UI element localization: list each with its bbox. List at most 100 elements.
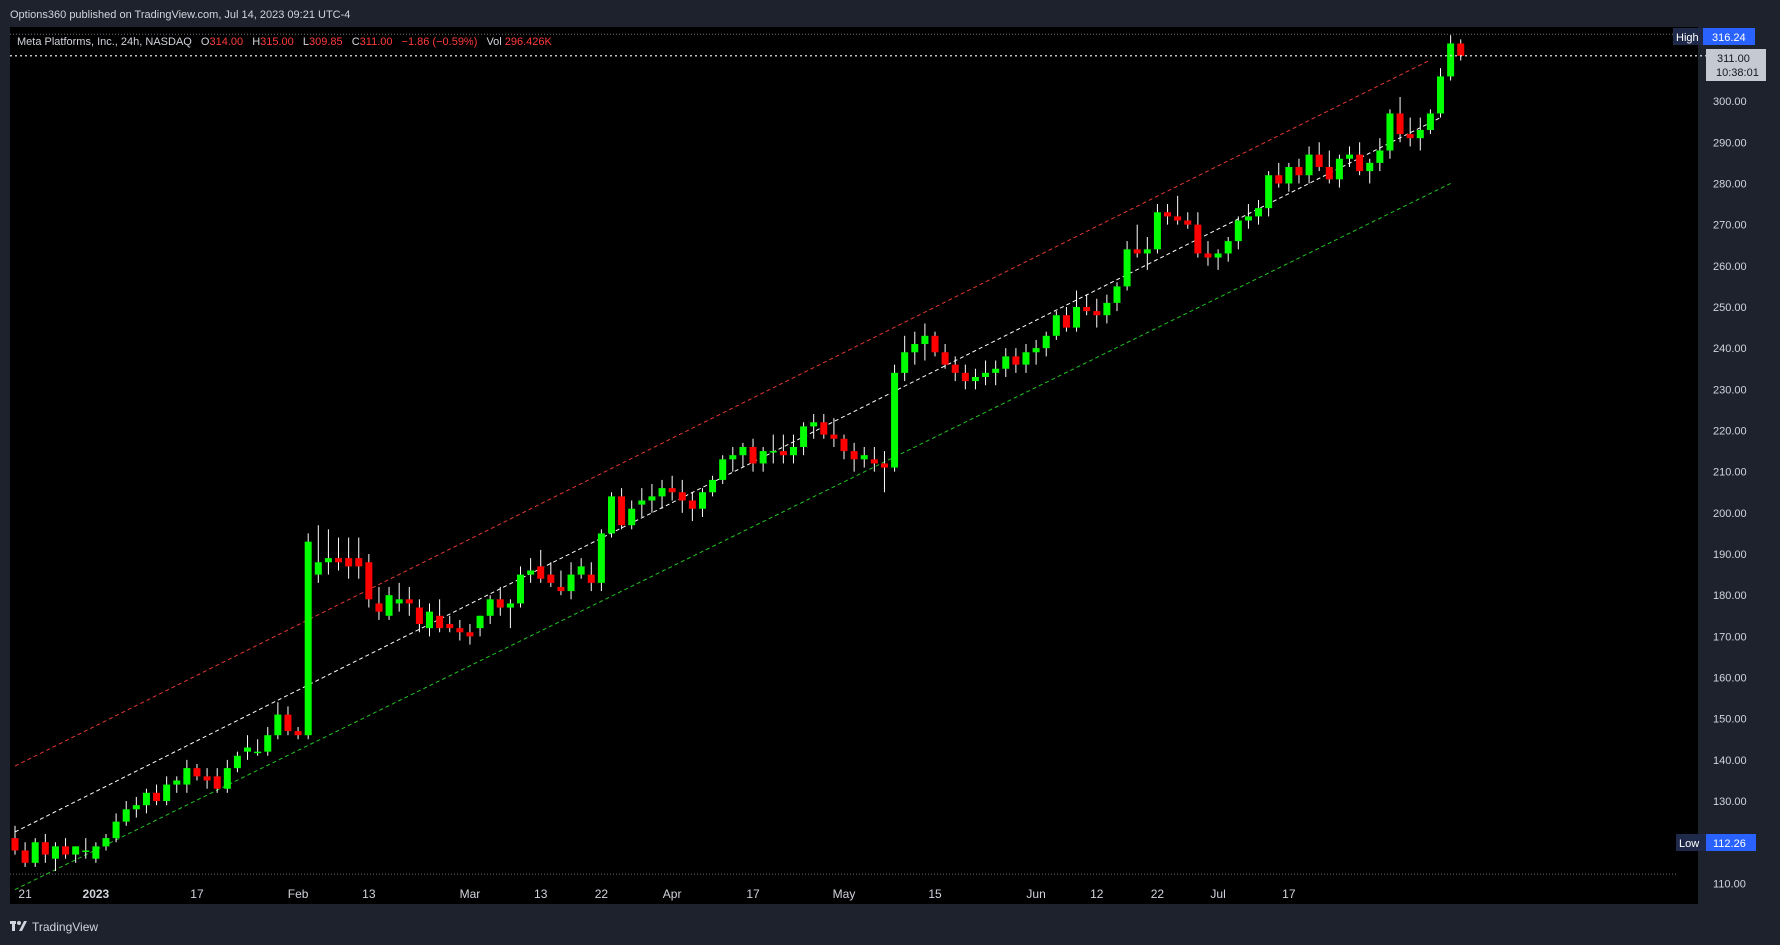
candle-body	[1042, 335, 1050, 349]
candle	[264, 726, 272, 756]
channel-upper-line	[14, 59, 1431, 767]
candle-body	[385, 595, 393, 616]
time-tick-label: May	[833, 887, 856, 901]
price-tick-label: 110.00	[1713, 878, 1746, 890]
candle-body	[648, 496, 656, 501]
legend-open-label: O	[201, 36, 210, 48]
candle	[1174, 195, 1182, 225]
candle	[992, 360, 1000, 386]
tradingview-brand-label: TradingView	[32, 920, 98, 934]
candle-body	[506, 603, 514, 608]
candle	[274, 702, 282, 740]
candle-body	[132, 805, 140, 810]
candle-body	[375, 603, 383, 612]
symbol-legend[interactable]: Meta Platforms, Inc., 24h, NASDAQ O314.0…	[17, 36, 553, 48]
candle-body	[51, 846, 59, 859]
candle-body	[11, 838, 19, 851]
candle	[638, 488, 646, 517]
candle	[1285, 162, 1293, 192]
candle-body	[789, 446, 797, 456]
candle-body	[446, 624, 454, 629]
candle-body	[931, 335, 939, 353]
candle-body	[1346, 154, 1354, 159]
candle	[517, 566, 524, 608]
candle-body	[233, 755, 241, 769]
candle	[557, 570, 565, 596]
legend-close-value: 311.00	[360, 36, 393, 48]
candle	[1153, 204, 1161, 254]
candle	[597, 529, 605, 592]
candle	[1234, 216, 1242, 250]
candle	[72, 846, 80, 863]
legend-vol-value: 296.426K	[505, 36, 553, 48]
candle	[173, 776, 181, 793]
candles	[11, 35, 1465, 872]
candle-body	[1164, 212, 1172, 217]
candle-body	[1255, 208, 1263, 217]
candle	[1062, 306, 1070, 332]
candle-body	[1123, 249, 1131, 287]
candle-body	[1416, 129, 1424, 139]
candle-body	[405, 599, 413, 604]
price-axis[interactable]: 110.00120.00130.00140.00150.00160.00170.…	[1713, 96, 1747, 890]
price-tick-label: 130.00	[1713, 796, 1747, 808]
candle	[789, 434, 797, 464]
legend-high-value: 315.00	[260, 36, 294, 48]
time-tick-label: Jul	[1210, 887, 1225, 901]
candle-body	[1032, 348, 1040, 353]
candle	[648, 484, 656, 513]
time-axis[interactable]: 21 2023 17 Feb 13 Mar 13 22 Apr 17 May 15 Jun 12 22 Jul…	[18, 887, 1295, 901]
candle-body	[284, 714, 292, 732]
candle	[1184, 212, 1192, 229]
candle	[769, 434, 777, 464]
candle-body	[1224, 241, 1232, 254]
candle	[446, 615, 454, 633]
candle	[335, 537, 343, 571]
candle	[1032, 339, 1040, 365]
candle-body	[476, 615, 484, 629]
candle-body	[31, 842, 39, 863]
candle	[901, 335, 909, 382]
legend-low-label: L	[303, 36, 309, 48]
tradingview-brand[interactable]: TradingView	[10, 920, 98, 934]
candle-body	[810, 422, 818, 427]
legend-open-value: 314.00	[209, 36, 243, 48]
candle	[698, 488, 706, 517]
candle-body	[779, 451, 787, 456]
candle-body	[1437, 76, 1445, 114]
candle-body	[992, 368, 1000, 373]
candle-body	[769, 451, 777, 453]
time-tick-label: 22	[595, 887, 609, 901]
candle	[355, 537, 363, 579]
candle	[62, 838, 70, 859]
candle-body	[456, 628, 464, 633]
candle-body	[1184, 220, 1192, 225]
candle-body	[486, 599, 494, 616]
legend-change: −1.86 (−0.59%)	[402, 36, 478, 48]
candle-body	[1022, 352, 1030, 365]
candle	[941, 344, 949, 369]
low-tag-label: Low	[1679, 838, 1699, 850]
candle	[931, 331, 939, 357]
last-price-box	[1706, 49, 1766, 81]
candle-body	[1204, 253, 1212, 258]
candle-body	[395, 599, 403, 604]
candle-body	[961, 372, 969, 382]
price-tick-label: 200.00	[1713, 508, 1747, 520]
candle	[304, 533, 312, 740]
tradingview-logo-icon	[10, 921, 27, 931]
candle-body	[62, 846, 70, 855]
candle	[618, 488, 626, 530]
candle-body	[1093, 311, 1101, 316]
candle-body	[547, 574, 555, 583]
candle-body	[1366, 162, 1374, 172]
price-tick-label: 150.00	[1713, 714, 1747, 726]
candle-body	[638, 500, 646, 505]
price-tick-label: 250.00	[1713, 302, 1747, 314]
candle-body	[1295, 166, 1303, 176]
candle-body	[567, 574, 575, 592]
candle	[1073, 290, 1081, 332]
candle-body	[1143, 249, 1151, 254]
candle-body	[1275, 175, 1283, 184]
